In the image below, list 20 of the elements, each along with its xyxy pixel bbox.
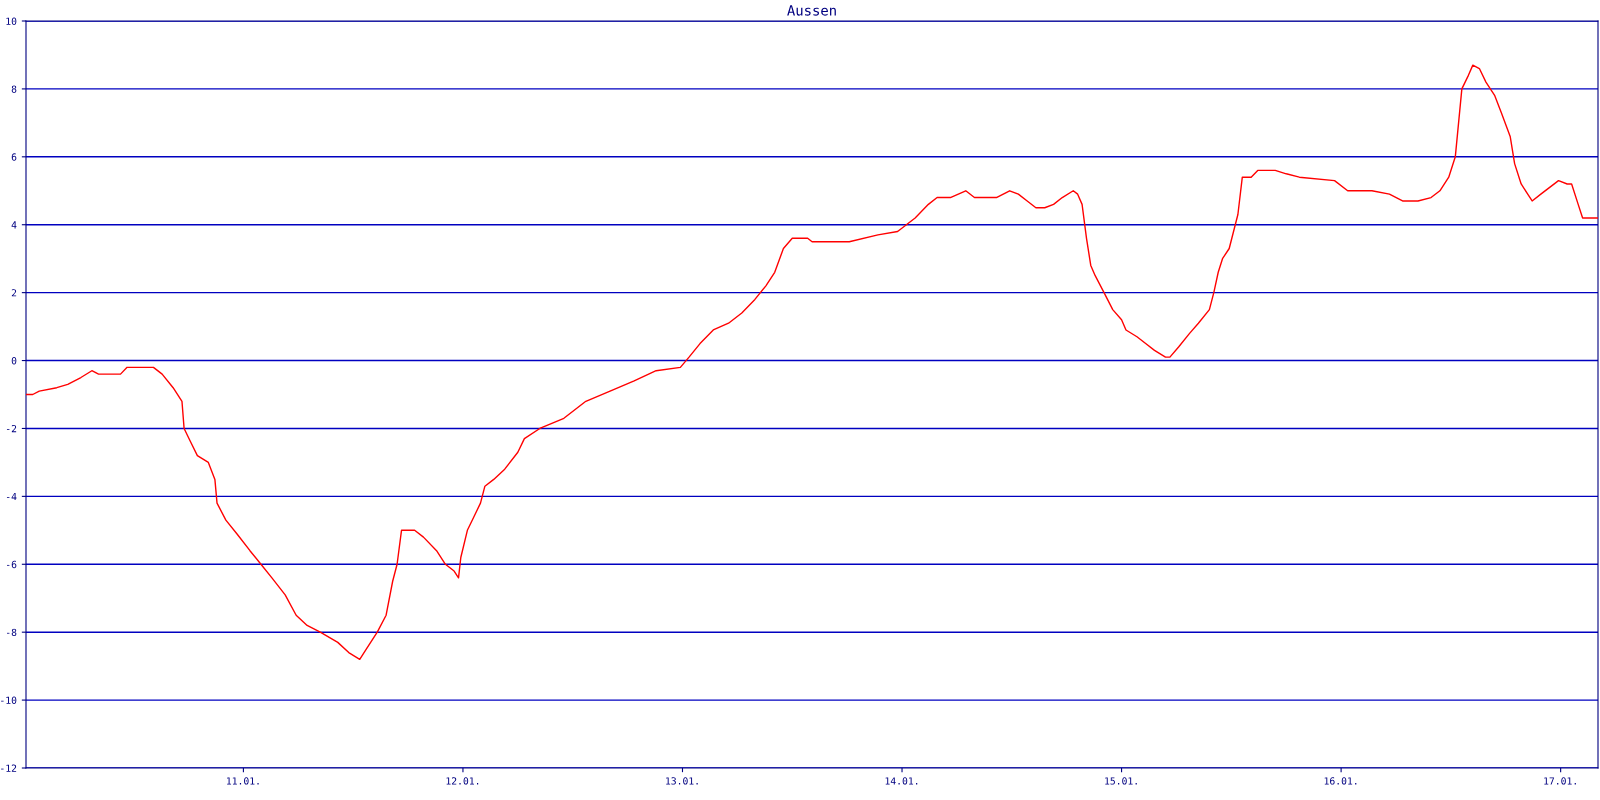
x-tick-label: 14.01. <box>885 777 918 785</box>
y-tick-label: 6 <box>11 153 17 161</box>
y-tick-label: -2 <box>6 424 17 433</box>
y-tick-label: 4 <box>11 221 17 229</box>
x-tick-label: 17.01. <box>1544 777 1576 785</box>
y-tick-label: 0 <box>11 357 17 365</box>
y-tick-label: -6 <box>6 560 17 569</box>
y-tick-label: -12 <box>1 764 17 772</box>
x-tick-label: 13.01. <box>666 777 698 785</box>
x-tick-label: 15.01. <box>1105 777 1137 785</box>
x-tick-label: 16.01. <box>1324 777 1357 785</box>
y-tick-label: -10 <box>1 696 17 704</box>
y-tick-label: 10 <box>6 17 17 25</box>
chart-title: Aussen <box>787 5 836 16</box>
y-tick-label: 8 <box>11 85 17 93</box>
x-tick-label: 11.01. <box>227 777 259 785</box>
y-tick-label: -8 <box>6 628 17 637</box>
y-tick-label: 2 <box>11 289 17 297</box>
y-tick-label: -4 <box>6 493 17 501</box>
x-tick-label: 12.01. <box>446 777 479 785</box>
